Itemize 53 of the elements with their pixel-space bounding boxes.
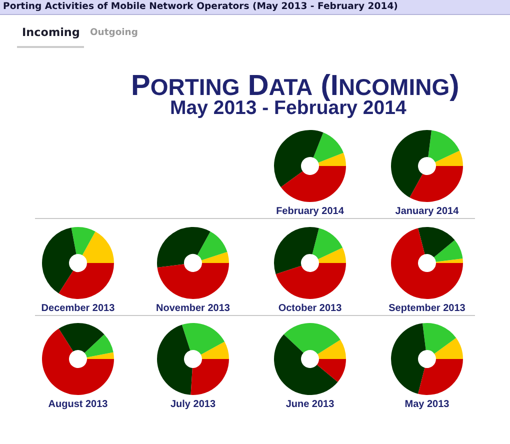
text: September 2013 [388,302,466,314]
donut-slice [434,240,463,262]
donut-slice [436,258,463,262]
donut-slice [313,132,344,163]
donut-slice [200,342,229,359]
donut-slice [391,323,426,394]
donut-slice [435,150,463,166]
donut-slice [157,226,210,268]
donut-slice [318,340,346,359]
donut-slice [86,352,114,359]
donut-slice [58,323,104,353]
text: January 2014 [394,206,460,218]
text: February 2014 [275,206,345,218]
donut-slice [418,359,463,395]
donut-slice [190,359,229,395]
donut-slice [391,228,463,298]
donut-slice [280,166,346,202]
donut-slice [274,130,324,188]
donut-slice [58,262,114,298]
donut-slice [284,323,340,354]
donut-slice [71,226,96,255]
text: August 2013 [47,399,109,411]
donut-slice [434,338,463,359]
header-panel: Porting Activities of Mobile Network Operators (May 2013 - February 2014) [0,0,510,15]
text: June 2013 [284,399,336,411]
donut-slice [428,130,460,162]
donut-slice [274,226,319,274]
donut-slice [157,324,192,395]
text: July 2013 [169,399,217,411]
donut-slice [274,334,338,395]
donut-slice [422,323,456,354]
text: May 2013 [404,399,450,411]
donut-slice [276,262,346,298]
donut-slice [316,359,346,382]
text: November 2013 [155,302,231,314]
donut-slice [318,152,346,166]
donut-slice [42,227,76,293]
donut-slice [82,230,114,262]
donut-slice [197,230,228,260]
donut-slice [202,251,229,262]
donut-slice [157,262,229,298]
donut-slice [84,334,114,358]
donut-slice [418,226,455,257]
donut-slice [391,130,432,198]
donut-slice [318,247,346,262]
text: October 2013 [277,302,343,314]
text: Outgoing [90,27,138,38]
donut-slice [182,323,225,355]
donut-slice [410,166,463,202]
donut-slice [312,228,343,259]
text: December 2013 [40,302,116,314]
donut-slice [42,328,114,395]
text: Incoming [22,26,80,39]
